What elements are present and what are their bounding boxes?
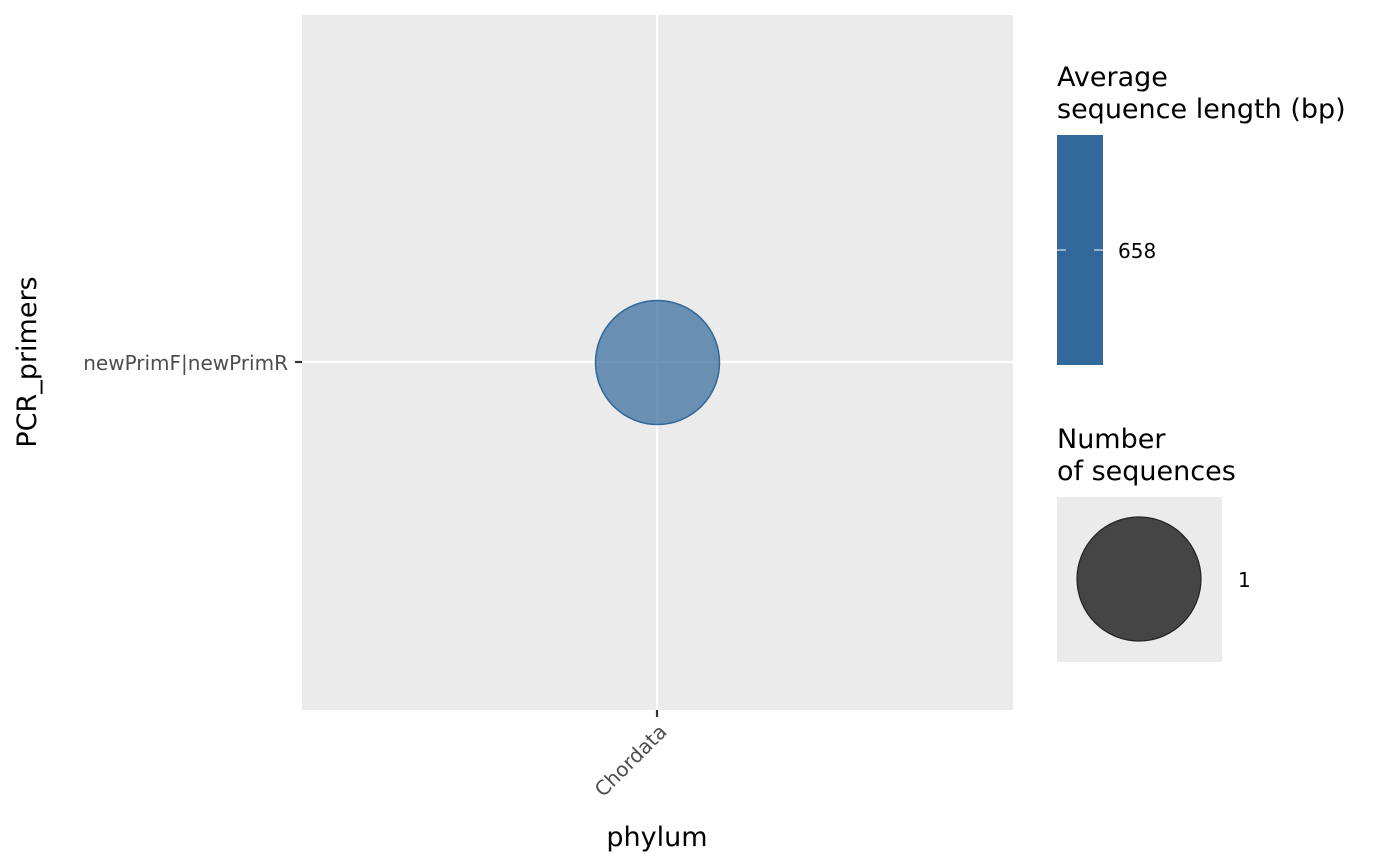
color-legend-title-line-2: sequence length (bp)	[1057, 94, 1346, 125]
points-layer	[594, 299, 721, 426]
color-legend-title: Average sequence length (bp)	[1057, 62, 1346, 125]
y-axis-title: PCR_primers	[12, 276, 43, 447]
color-legend-title-line-1: Average	[1057, 62, 1168, 93]
x-tick-label: Chordata	[590, 720, 672, 802]
size-legend-title-line-1: Number	[1057, 424, 1166, 455]
y-axis: newPrimF|newPrimR PCR_primers	[12, 276, 302, 448]
colorbar-label: 658	[1118, 239, 1156, 263]
size-legend-key	[1076, 516, 1202, 642]
x-axis: Chordata phylum	[590, 710, 708, 853]
x-axis-title: phylum	[606, 822, 707, 853]
plot-panel	[302, 15, 1013, 710]
color-legend: Average sequence length (bp) 658	[1057, 62, 1346, 365]
y-tick-label: newPrimF|newPrimR	[83, 351, 288, 375]
data-point-1	[594, 299, 721, 426]
size-legend-title-line-2: of sequences	[1057, 456, 1236, 487]
size-legend-title: Number of sequences	[1057, 424, 1236, 487]
size-legend: Number of sequences 1	[1057, 424, 1251, 662]
size-legend-label: 1	[1238, 568, 1251, 592]
